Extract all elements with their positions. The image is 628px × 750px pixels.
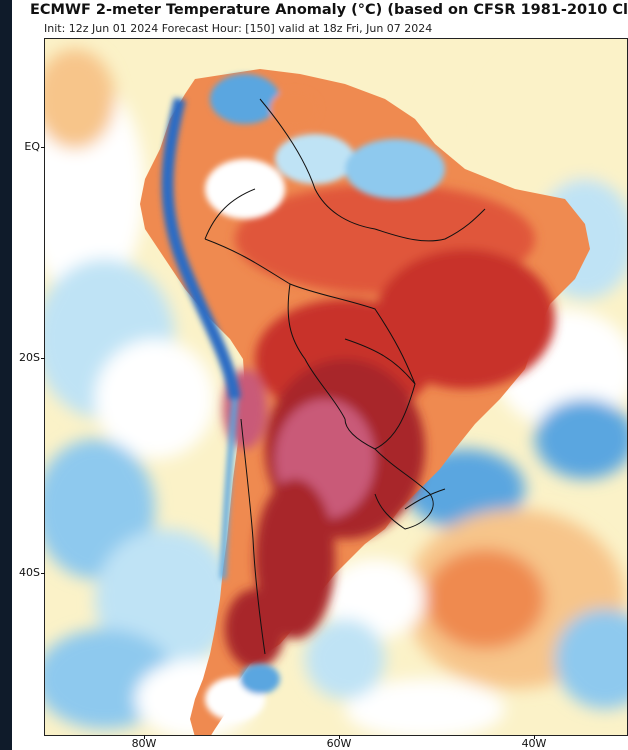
lat-tick-20s [41,358,45,359]
lat-label-40s: 40S [19,566,40,579]
anomaly-map [45,39,627,735]
map-title: ECMWF 2-meter Temperature Anomaly (°C) (… [30,2,628,18]
lon-tick-40w [534,735,535,739]
lat-label-20s: 20S [19,351,40,364]
map-panel [44,38,628,736]
lon-tick-60w [339,735,340,739]
lat-tick-eq [41,147,45,148]
lon-label-60w: 60W [326,737,352,750]
lat-tick-40s [41,573,45,574]
lon-label-80w: 80W [131,737,157,750]
lat-label-eq: EQ [24,140,40,153]
country-borders [204,98,486,655]
lon-tick-80w [144,735,145,739]
land-anomaly-field [223,184,555,669]
lon-label-40w: 40W [521,737,547,750]
map-subtitle: Init: 12z Jun 01 2024 Forecast Hour: [15… [44,22,433,35]
